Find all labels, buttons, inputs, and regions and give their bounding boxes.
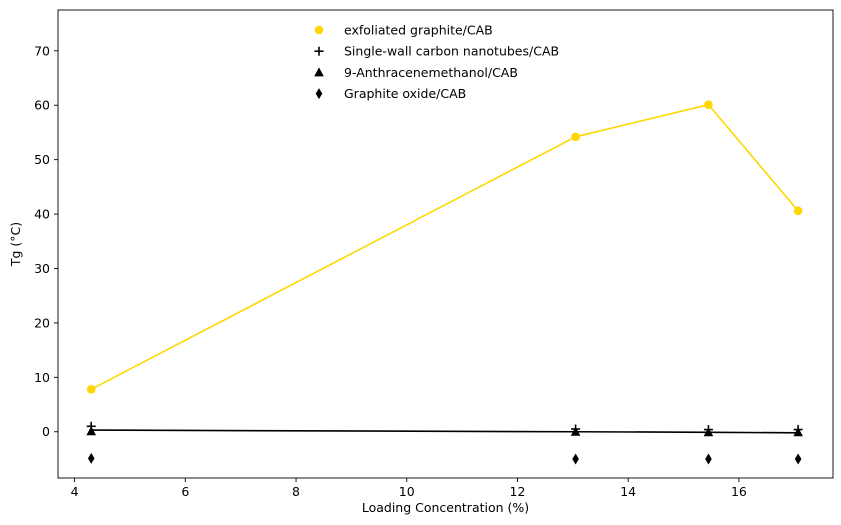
x-tick-label: 10 (399, 484, 415, 499)
data-point-series0-1 (571, 132, 580, 142)
series-line-1 (91, 429, 799, 434)
data-point-series2-3 (793, 427, 803, 437)
legend: exfoliated graphite/CAB Single-wall carbo… (314, 23, 559, 101)
x-tick-label: 16 (731, 484, 747, 499)
legend-label-0: exfoliated graphite/CAB (344, 23, 493, 38)
y-tick-label: 50 (34, 152, 50, 167)
legend-label-1: Single-wall carbon nanotubes/CAB (344, 44, 559, 59)
x-tick-label: 4 (71, 484, 79, 499)
y-axis-label: Tg (°C) (8, 222, 23, 267)
data-point-series3-2 (705, 453, 712, 465)
legend-marker-1 (314, 46, 324, 56)
legend-marker-2 (314, 67, 324, 77)
data-point-series3-3 (794, 453, 802, 465)
series-line-0 (90, 103, 799, 391)
legend-label-2: 9-Anthracenemethanol/CAB (344, 65, 518, 80)
data-point-series3-0 (87, 452, 95, 464)
y-tick-label: 70 (34, 43, 50, 58)
y-axis: 0 10 20 30 40 50 60 70 (34, 43, 58, 439)
plot-frame (57, 9, 834, 479)
legend-label-3: Graphite oxide/CAB (344, 86, 466, 101)
y-tick-label: 20 (34, 315, 50, 330)
y-tick-label: 0 (42, 424, 50, 439)
x-tick-label: 14 (620, 484, 636, 499)
data-point-series0-0 (86, 384, 96, 394)
x-axis-label: Loading Concentration (%) (362, 500, 529, 515)
data-point-series2-1 (570, 426, 581, 436)
x-tick-label: 8 (292, 484, 300, 499)
x-axis: 4 6 8 10 12 14 16 (71, 478, 747, 499)
series-lines (90, 103, 799, 434)
data-point-series0-2 (704, 100, 713, 109)
x-tick-label: 12 (510, 484, 526, 499)
y-tick-label: 30 (34, 261, 50, 276)
data-point-series0-3 (793, 206, 803, 216)
legend-marker-0 (314, 25, 324, 35)
y-tick-label: 60 (34, 98, 50, 113)
data-point-series2-2 (703, 427, 714, 437)
data-point-series3-1 (572, 453, 579, 465)
y-tick-label: 10 (34, 370, 50, 385)
legend-marker-3 (315, 88, 323, 100)
x-tick-label: 6 (181, 484, 189, 499)
data-point-series2-0 (86, 426, 97, 436)
series-markers (86, 100, 803, 465)
y-tick-label: 40 (34, 207, 50, 222)
